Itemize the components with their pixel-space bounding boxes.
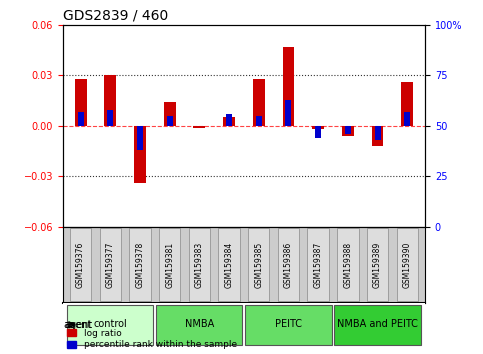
FancyBboxPatch shape (156, 305, 242, 345)
FancyBboxPatch shape (245, 305, 331, 345)
Bar (223, 118, 235, 126)
Bar (312, 126, 324, 129)
FancyBboxPatch shape (308, 228, 329, 301)
Bar (371, 126, 384, 146)
Text: NMBA: NMBA (185, 319, 214, 329)
Text: GSM159376: GSM159376 (76, 242, 85, 288)
Bar (193, 126, 205, 127)
Text: GSM159388: GSM159388 (343, 242, 352, 288)
Bar (75, 79, 86, 126)
FancyBboxPatch shape (189, 228, 210, 301)
Text: agent: agent (63, 320, 92, 330)
Bar (404, 112, 410, 126)
Text: GSM159386: GSM159386 (284, 242, 293, 288)
FancyBboxPatch shape (159, 228, 180, 301)
Legend: log ratio, percentile rank within the sample: log ratio, percentile rank within the sa… (67, 329, 237, 349)
Text: GDS2839 / 460: GDS2839 / 460 (63, 8, 168, 22)
Bar (137, 126, 143, 150)
Text: agent: agent (64, 320, 93, 330)
FancyBboxPatch shape (367, 228, 388, 301)
Text: GSM159384: GSM159384 (225, 242, 234, 288)
Text: GSM159389: GSM159389 (373, 242, 382, 288)
FancyBboxPatch shape (278, 228, 299, 301)
FancyBboxPatch shape (218, 228, 240, 301)
FancyBboxPatch shape (397, 228, 418, 301)
Bar (285, 99, 291, 126)
Bar (283, 47, 295, 126)
Text: GSM159385: GSM159385 (254, 242, 263, 288)
FancyBboxPatch shape (67, 305, 154, 345)
FancyBboxPatch shape (129, 228, 151, 301)
Bar (78, 112, 84, 126)
Bar (253, 79, 265, 126)
Text: control: control (93, 319, 127, 329)
Bar (256, 116, 262, 126)
FancyBboxPatch shape (99, 228, 121, 301)
Bar (107, 110, 114, 126)
FancyBboxPatch shape (335, 305, 421, 345)
Bar (164, 102, 176, 126)
FancyBboxPatch shape (337, 228, 358, 301)
Bar (167, 116, 172, 126)
Bar (374, 126, 381, 140)
Text: NMBA and PEITC: NMBA and PEITC (337, 319, 418, 329)
Text: GSM159387: GSM159387 (313, 242, 323, 288)
Text: GSM159383: GSM159383 (195, 242, 204, 288)
Bar (104, 75, 116, 126)
Text: GSM159381: GSM159381 (165, 242, 174, 288)
Bar (315, 126, 321, 138)
Text: GSM159378: GSM159378 (136, 242, 144, 288)
Text: GSM159390: GSM159390 (403, 242, 412, 288)
FancyBboxPatch shape (70, 228, 91, 301)
Bar (401, 82, 413, 126)
Text: PEITC: PEITC (275, 319, 302, 329)
Bar (345, 126, 351, 134)
Text: GSM159377: GSM159377 (106, 242, 115, 288)
Bar (134, 126, 146, 183)
FancyBboxPatch shape (248, 228, 270, 301)
Bar (342, 126, 354, 136)
Bar (226, 114, 232, 126)
